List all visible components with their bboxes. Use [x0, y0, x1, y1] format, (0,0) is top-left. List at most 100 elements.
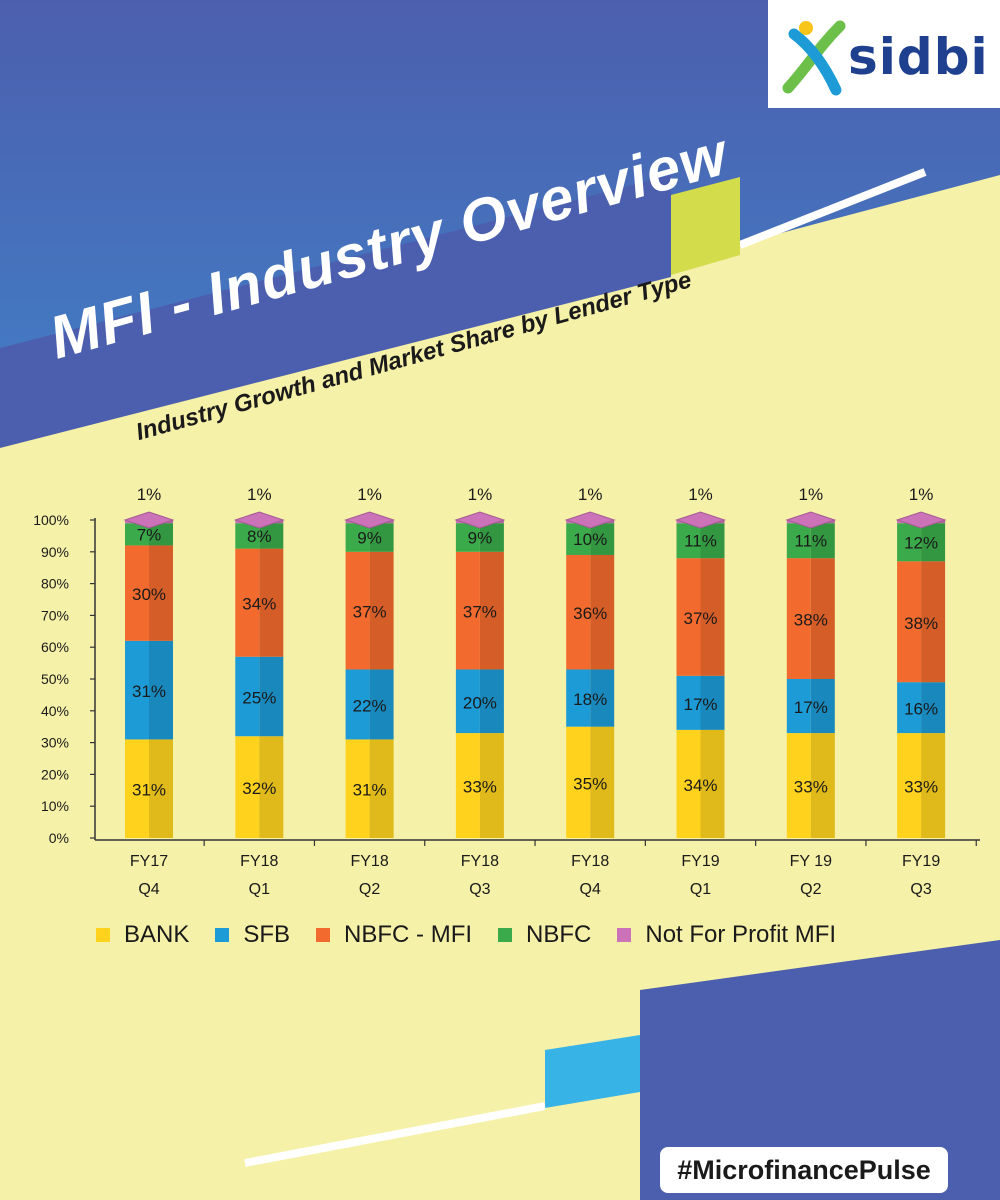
bar-segment-sfb	[345, 669, 370, 740]
legend-swatch-bank	[96, 928, 110, 942]
y-tick-label: 10%	[41, 798, 69, 814]
bar-segment-bank-shade	[149, 739, 173, 838]
data-label: 17%	[794, 698, 828, 717]
bar-segment-nbfc-mfi	[235, 548, 260, 657]
legend-item-bank: BANK	[96, 921, 189, 949]
y-tick-label: 20%	[41, 766, 69, 782]
bar-segment-nbfc	[345, 523, 370, 552]
x-tick-label: Q3	[469, 881, 490, 898]
chart-legend: BANK SFB NBFC - MFI NBFC Not For Profit …	[96, 921, 862, 949]
decor-sky-block-bottom	[545, 1035, 640, 1108]
legend-swatch-sfb	[215, 928, 230, 942]
bar-segment-sfb	[455, 669, 480, 734]
x-tick-label: Q1	[249, 881, 270, 898]
bar-segment-nbfc-mfi	[676, 558, 701, 676]
data-label: 33%	[794, 778, 828, 797]
bar-segment-nbfc-shade	[369, 523, 394, 552]
bar-segment-nbfc	[455, 523, 480, 552]
bar-segment-nbfc	[897, 523, 922, 562]
legend-label-bank: BANK	[124, 921, 190, 948]
bar-segment-nbfc-mfi-shade	[479, 551, 504, 670]
data-label: 34%	[242, 595, 276, 614]
bar-segment-nbfc-mfi-shade	[369, 551, 394, 670]
y-tick-label: 100%	[33, 512, 69, 528]
bar-segment-bank	[676, 729, 701, 838]
data-label: 1%	[688, 485, 713, 504]
data-label: 11%	[684, 532, 717, 551]
legend-item-nbfc-mfi: NBFC - MFI	[316, 921, 472, 949]
bar-stack	[454, 511, 506, 838]
x-tick-label: FY17	[130, 853, 168, 870]
legend-label-nbfc: NBFC	[526, 921, 592, 948]
decor-white-stripe-top	[738, 168, 927, 249]
bar-stack	[123, 511, 175, 838]
legend-item-nbfc: NBFC	[498, 921, 591, 949]
bar-segment-bank-shade	[259, 736, 284, 838]
bar-top-cap	[785, 511, 837, 529]
decor-green-block	[671, 177, 740, 275]
data-label: 1%	[799, 485, 824, 504]
data-label: 9%	[468, 528, 493, 547]
x-tick-label: FY 19	[790, 853, 833, 870]
bar-stack	[674, 511, 727, 838]
data-label: 9%	[357, 528, 382, 547]
bar-segment-nbfc	[235, 523, 260, 549]
data-label: 18%	[573, 690, 607, 709]
bar-segment-nbfc-shade	[590, 523, 615, 555]
x-tick-label: FY18	[461, 853, 499, 870]
bar-segment-sfb	[786, 679, 811, 734]
data-label: 22%	[353, 696, 387, 715]
bar-segment-bank-shade	[921, 733, 946, 838]
bar-segment-sfb	[235, 656, 260, 737]
bar-segment-sfb-shade	[149, 640, 173, 740]
bar-segment-nbfc-shade	[921, 523, 946, 562]
data-label: 37%	[353, 603, 387, 622]
y-tick-label: 60%	[41, 639, 69, 655]
data-label: 17%	[683, 695, 717, 714]
bar-segment-bank-shade	[590, 726, 615, 838]
data-label: 36%	[573, 604, 607, 623]
bar-segment-bank	[897, 733, 922, 838]
data-label: 34%	[683, 776, 717, 795]
decor-white-stripe-bottom	[244, 1102, 546, 1167]
bar-segment-nbfc-mfi	[455, 551, 480, 670]
data-label: 31%	[353, 781, 387, 800]
hashtag-badge: #MicrofinancePulse	[660, 1147, 948, 1193]
data-label: 12%	[904, 533, 938, 552]
bar-top-cap	[344, 511, 396, 529]
title-banner	[0, 175, 671, 448]
data-label: 33%	[904, 778, 938, 797]
legend-swatch-not-for-profit	[617, 928, 632, 942]
stacked-bar-chart: 0% 10% 20% 30% 40% 50% 60% 70% 80% 90% 100% 31% 31% 3…	[33, 485, 980, 898]
data-label: 30%	[132, 585, 166, 604]
y-tick-label: 70%	[41, 607, 69, 623]
bar-top-cap	[564, 511, 616, 529]
legend-swatch-nbfc-mfi	[316, 928, 331, 942]
logo-box	[768, 0, 1000, 108]
data-label: 38%	[904, 614, 938, 633]
bar-segment-sfb	[566, 669, 591, 727]
x-tick-label: FY19	[902, 853, 940, 870]
bar-segment-nbfc-mfi	[897, 561, 922, 683]
bar-segment-bank-shade	[810, 733, 835, 838]
x-tick-label: FY18	[240, 853, 278, 870]
bar-segment-sfb-shade	[590, 669, 615, 727]
data-label: 11%	[794, 532, 827, 551]
logo-text: sidbi	[848, 28, 989, 86]
data-label: 1%	[137, 485, 162, 504]
bar-segment-nbfc-mfi	[786, 558, 811, 679]
data-label: 35%	[573, 774, 607, 793]
x-tick-label: Q4	[138, 881, 159, 898]
bar-segment-sfb-shade	[921, 682, 946, 734]
data-label: 32%	[242, 779, 276, 798]
bar-stack	[785, 511, 837, 838]
bar-segment-nbfc-mfi-shade	[259, 548, 284, 657]
bar-stack	[564, 511, 616, 838]
data-label: 1%	[468, 485, 493, 504]
bar-segment-nbfc	[125, 523, 149, 546]
y-tick-label: 50%	[41, 671, 69, 687]
data-label: 1%	[909, 485, 934, 504]
legend-swatch-nbfc	[498, 928, 513, 942]
bar-segment-nbfc-mfi-shade	[149, 545, 173, 641]
